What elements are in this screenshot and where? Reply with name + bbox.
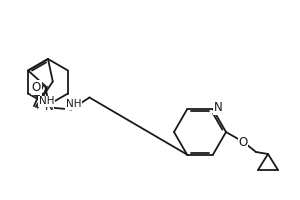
Text: NH: NH [66, 99, 81, 109]
Text: N: N [214, 101, 222, 114]
Text: O: O [238, 136, 247, 148]
Text: O: O [32, 81, 41, 94]
Text: NH: NH [39, 96, 54, 106]
Text: N: N [45, 99, 53, 112]
